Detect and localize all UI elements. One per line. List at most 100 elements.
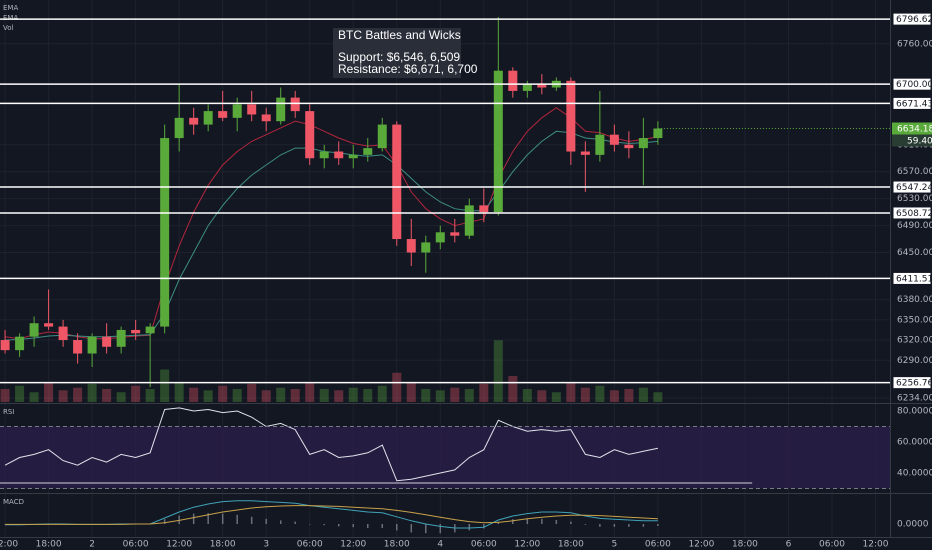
x-tick-label: 06:00: [645, 540, 671, 550]
x-tick-label: 18:00: [210, 540, 236, 550]
macd-histogram-bar: [410, 524, 413, 533]
macd-histogram-bar: [323, 524, 325, 526]
candle-body: [406, 239, 416, 253]
y-tick-label: 6570.00: [897, 167, 932, 177]
candle-body: [464, 205, 474, 236]
volume-bar: [392, 372, 402, 402]
level-label: 6700.00: [896, 80, 932, 90]
volume-bar: [363, 389, 373, 402]
level-label: 6508.72: [896, 209, 932, 219]
volume-bar: [305, 382, 315, 402]
countdown-label: 59.40: [907, 136, 932, 146]
candle-body: [305, 111, 315, 159]
macd-histogram-bar: [207, 513, 209, 524]
annotation: Support: $6,546, 6,509: [338, 50, 460, 64]
y-tick-label: 6380.00: [897, 295, 932, 305]
volume-bar: [174, 382, 184, 402]
macd-histogram-bar: [628, 524, 630, 527]
candle-body: [479, 205, 489, 213]
macd-histogram-bar: [236, 514, 238, 524]
candle-body: [348, 154, 358, 159]
candle-body: [638, 138, 648, 149]
candle-body: [44, 323, 54, 327]
macd-histogram-bar: [294, 521, 296, 524]
volume-bar: [58, 390, 68, 402]
macd-histogram-bar: [163, 519, 166, 524]
candle-body: [189, 117, 199, 125]
y-tick-label: 80.0000: [897, 407, 932, 417]
candle-body: [160, 138, 170, 327]
annotation-title: BTC Battles and Wicks: [338, 28, 461, 42]
x-tick-label: 06:00: [819, 540, 845, 550]
annotation: Resistance: $6,671, 6,700: [338, 62, 478, 76]
volume-bar: [87, 383, 97, 402]
candle-body: [493, 70, 503, 213]
volume-bar: [247, 383, 257, 402]
last-price-box: [892, 122, 932, 135]
candle-body: [334, 151, 344, 159]
volume-bar: [638, 387, 648, 402]
volume-bar: [522, 389, 532, 402]
volume-bar: [116, 392, 126, 402]
candle-body: [232, 104, 242, 118]
volume-bar: [319, 389, 329, 402]
macd-histogram-bar: [613, 524, 616, 527]
volume-bar: [73, 387, 83, 402]
candle-body: [58, 326, 68, 341]
volume-bar: [348, 387, 358, 402]
candle-body: [261, 114, 271, 122]
y-tick-label: 6760.00: [897, 39, 932, 49]
volume-bar: [0, 389, 10, 402]
x-tick-label: 12:00: [166, 540, 192, 550]
panel-title: MACD: [3, 498, 24, 506]
level-label-box: [892, 12, 932, 26]
x-tick-label: 18:00: [732, 540, 758, 550]
candle-body: [392, 124, 402, 240]
macd-histogram-bar: [396, 524, 398, 531]
candle-body: [116, 329, 126, 347]
x-tick-label: 06:00: [297, 540, 323, 550]
volume-bar: [653, 392, 663, 402]
volume-bar: [609, 390, 619, 402]
x-tick-label: 2: [89, 540, 95, 550]
candle-body: [145, 326, 155, 334]
x-tick-label: 3: [263, 540, 269, 550]
macd-histogram-bar: [221, 513, 224, 524]
macd-histogram-bar: [367, 524, 369, 528]
candle-body: [537, 84, 547, 88]
macd-line: [5, 505, 658, 525]
macd-histogram-bar: [439, 524, 442, 534]
macd-histogram-bar: [584, 524, 587, 525]
volume-bar: [493, 340, 503, 402]
level-label-box: [892, 271, 932, 285]
candle-body: [87, 336, 97, 354]
candle-body: [290, 97, 300, 112]
volume-bar: [15, 385, 25, 402]
macd-histogram-bar: [483, 524, 485, 529]
candle-body: [15, 336, 25, 351]
x-tick-label: 18:00: [558, 540, 584, 550]
macd-histogram-bar: [599, 524, 601, 527]
volume-bar: [479, 383, 489, 402]
volume-bar: [406, 382, 416, 402]
candle-body: [73, 340, 83, 354]
volume-bar: [44, 382, 54, 402]
ema-line: [5, 130, 658, 341]
x-tick-label: 5: [612, 540, 618, 550]
level-label: 6411.51: [896, 274, 932, 284]
volume-bar: [334, 390, 344, 402]
annotation-box: [333, 28, 461, 78]
y-tick-label: 6530.00: [897, 194, 932, 204]
candle-body: [377, 124, 387, 149]
volume-bar: [435, 390, 445, 402]
volume-bar: [232, 389, 242, 402]
macd-histogram-bar: [512, 519, 514, 524]
macd-histogram-bar: [308, 524, 311, 525]
x-tick-label: 12:00: [340, 540, 366, 550]
candle-body: [580, 151, 590, 155]
x-tick-label: 18:00: [36, 540, 62, 550]
volume-bar: [203, 390, 213, 402]
rsi-line: [4, 407, 659, 482]
y-tick-label: 6490.00: [897, 221, 932, 231]
